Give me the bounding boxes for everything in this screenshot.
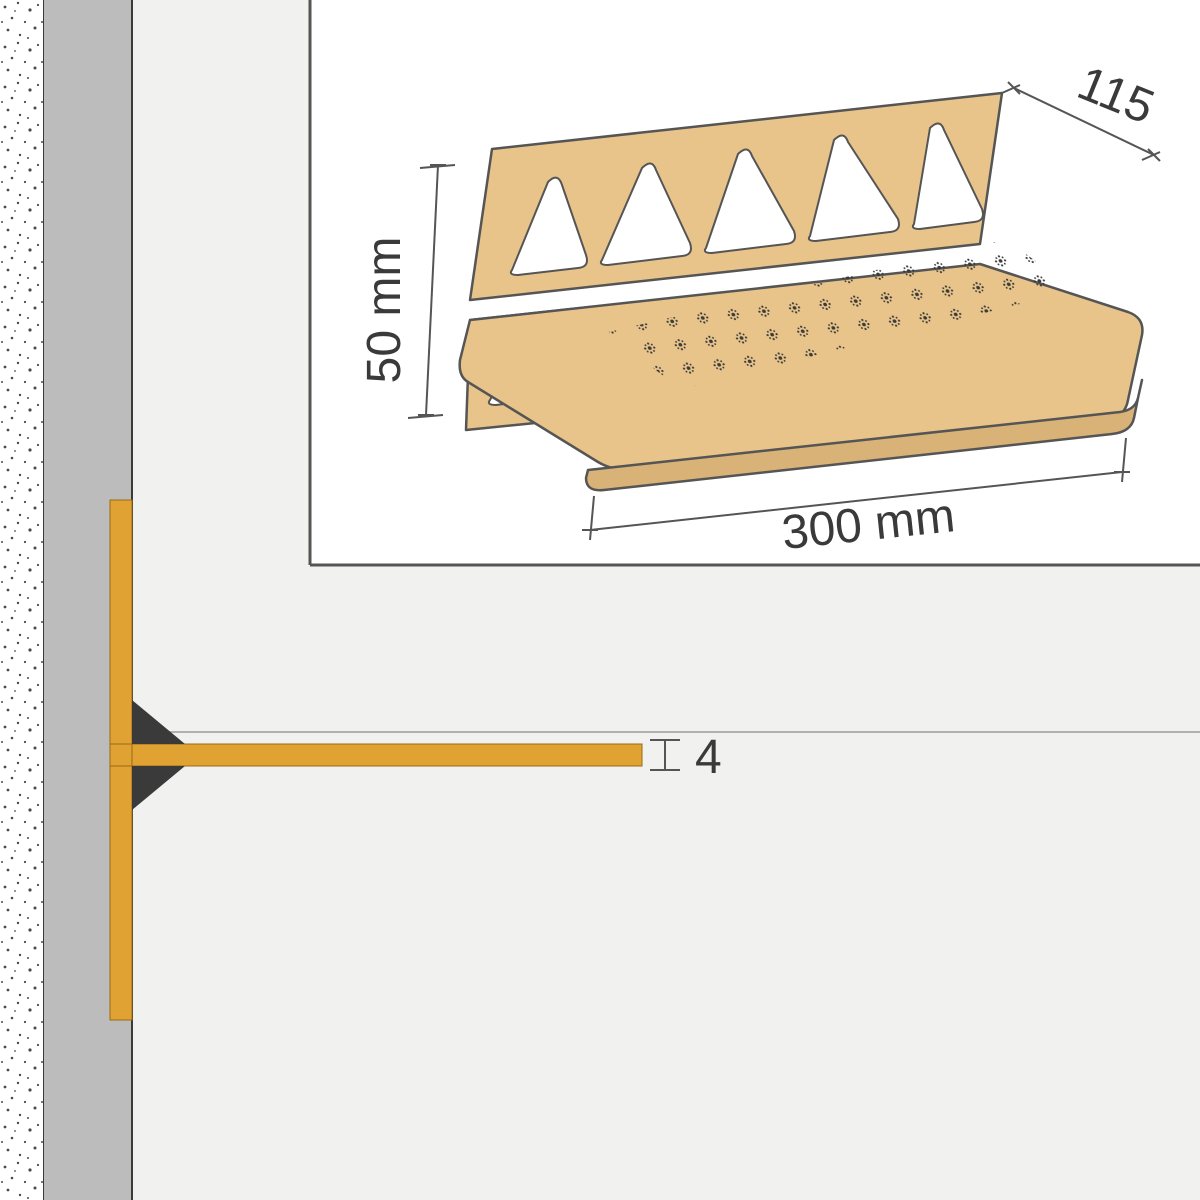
thickness-label: 4 — [695, 731, 722, 784]
dim-height-label: 50 mm — [358, 237, 411, 384]
inset-isometric-view: 50 mm 300 mm 115 — [310, 0, 1200, 565]
shelf-technical-diagram: 4 — [0, 0, 1200, 1200]
profile-horizontal-shelf — [110, 744, 642, 766]
